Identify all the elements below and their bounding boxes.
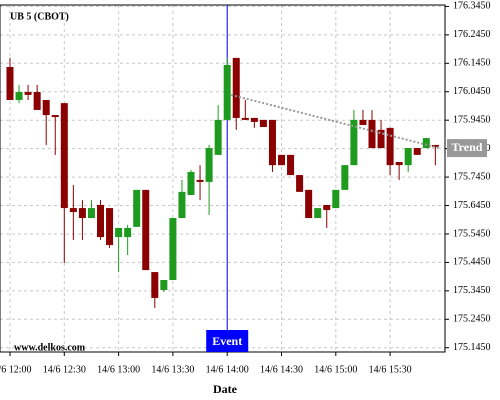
candle-body	[115, 227, 123, 238]
y-tick-label: 176.3450	[453, 1, 491, 12]
x-tick-label: 14/6 12:00	[0, 364, 32, 375]
candle-body	[250, 117, 258, 122]
candle-body	[106, 208, 114, 246]
candle-body	[259, 119, 267, 128]
candle-body	[287, 154, 295, 176]
candle-body	[413, 148, 421, 155]
candle-body	[142, 189, 150, 271]
candle-body	[97, 204, 104, 238]
y-tick-label: 175.6450	[453, 200, 491, 211]
candle-body	[187, 171, 195, 195]
candle-body	[368, 119, 376, 149]
trend-label: Trend	[452, 140, 483, 154]
candle-body	[431, 144, 439, 147]
y-tick-label: 175.2450	[453, 314, 491, 325]
x-tick-label: 14/6 13:30	[151, 364, 194, 375]
x-tick-label: 14/6 14:30	[260, 364, 303, 375]
y-tick-label: 176.0450	[453, 86, 491, 97]
y-tick-label: 175.4450	[453, 257, 491, 268]
candle-body	[205, 148, 213, 182]
x-tick-label: 14/6 15:00	[314, 364, 357, 375]
candle-body	[305, 189, 313, 219]
candle-body	[42, 99, 50, 116]
candle-body	[296, 175, 304, 192]
candle-body	[386, 127, 394, 166]
candle-body	[169, 218, 177, 281]
candle-body	[341, 165, 349, 190]
x-axis-label: Date	[213, 382, 238, 396]
y-tick-label: 175.3450	[453, 285, 491, 296]
candle-body	[133, 189, 141, 227]
candle-body	[404, 148, 412, 166]
plot	[6, 5, 440, 352]
x-tick-label: 14/6 12:30	[43, 364, 86, 375]
candle-body	[359, 119, 367, 126]
y-tick-label: 175.9450	[453, 114, 491, 125]
candle-body	[278, 154, 285, 166]
x-tick-label: 14/6 15:30	[369, 364, 412, 375]
watermark: www.delkos.com	[14, 342, 86, 353]
event-tag	[206, 330, 249, 352]
y-tick-label: 175.1450	[453, 342, 491, 353]
candle-body	[332, 189, 340, 209]
candle-body	[160, 280, 168, 290]
y-tick-label: 175.7450	[453, 171, 491, 182]
candle-body	[151, 272, 159, 298]
candle-body	[69, 208, 77, 213]
candle-body	[323, 204, 331, 211]
candle-body	[87, 208, 95, 219]
event-label: Event	[212, 334, 242, 348]
candle-body	[196, 179, 204, 182]
candle-body	[232, 57, 240, 118]
candle-body	[60, 103, 68, 209]
candle-body	[24, 92, 32, 95]
candle-body	[6, 67, 14, 100]
candle-body	[241, 117, 249, 120]
candle-body	[314, 208, 322, 219]
chart-title: UB 5 (CBOT)	[10, 11, 69, 22]
candle-body	[268, 119, 276, 166]
candle-body	[124, 227, 132, 238]
candle-body	[78, 208, 86, 219]
candle-body	[51, 115, 59, 118]
y-tick-label: 176.1450	[453, 58, 491, 69]
y-tick-label: 176.2450	[453, 29, 491, 40]
y-tick-label: 175.5450	[453, 228, 491, 239]
candle-body	[377, 129, 385, 149]
candle-body	[422, 138, 430, 149]
candle-body	[395, 162, 403, 166]
candle-body	[33, 92, 41, 110]
candle-body	[350, 119, 358, 166]
candle-body	[223, 65, 231, 120]
candle-body	[178, 191, 186, 219]
x-tick-label: 14/6 14:00	[206, 364, 249, 375]
candle-body	[15, 92, 23, 100]
x-tick-label: 14/6 13:00	[97, 364, 140, 375]
trend-tag	[447, 139, 487, 158]
candle-body	[214, 119, 222, 155]
